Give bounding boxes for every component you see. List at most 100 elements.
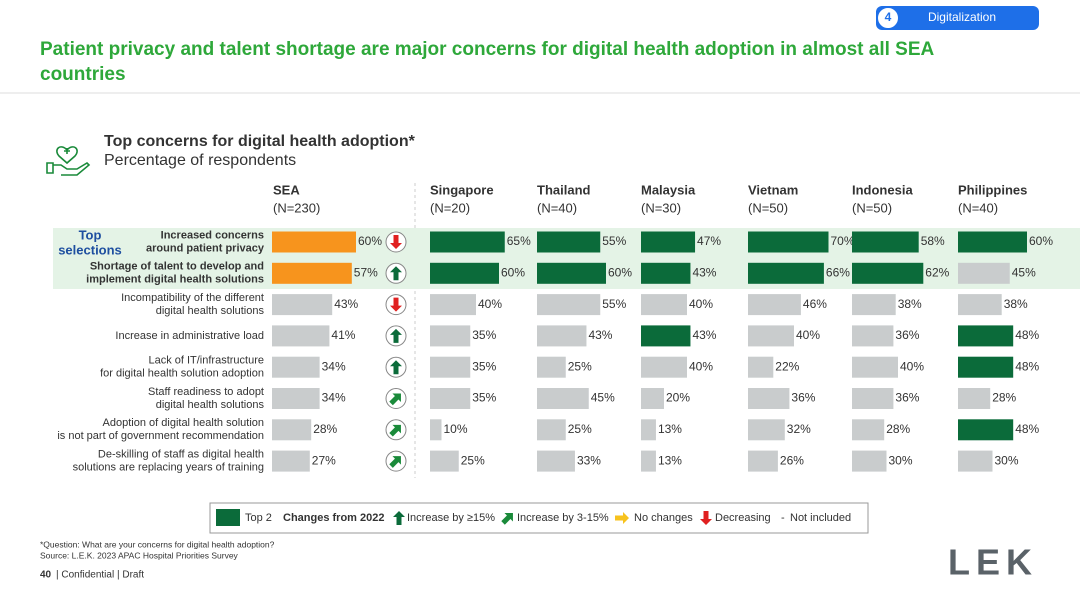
legend-label: Increase by 3-15% xyxy=(517,512,609,524)
arrow xyxy=(501,513,513,525)
change-icon xyxy=(615,512,629,524)
badge-number: 4 xyxy=(885,10,892,24)
title: countries xyxy=(40,64,126,85)
badge xyxy=(876,6,1039,30)
value-label: 35% xyxy=(472,359,496,373)
bar xyxy=(958,356,1014,378)
bar xyxy=(852,231,919,253)
bar xyxy=(272,325,330,347)
value-label: 41% xyxy=(331,328,355,342)
value-label: 48% xyxy=(1015,359,1039,373)
bar xyxy=(958,294,1002,316)
bar xyxy=(641,388,664,409)
change-icon xyxy=(385,262,407,284)
column-n: (N=20) xyxy=(430,200,470,215)
value-label: 36% xyxy=(895,328,919,342)
bar xyxy=(641,231,696,253)
value-label: 70% xyxy=(831,234,855,248)
legend-label: Not included xyxy=(790,512,851,524)
value-label: 25% xyxy=(461,453,485,467)
value-label: 20% xyxy=(666,391,690,405)
value-label: 43% xyxy=(692,265,716,279)
legend-swatch xyxy=(216,509,240,526)
bar xyxy=(537,388,589,409)
category-label: digital health solutions xyxy=(156,305,265,317)
bar xyxy=(748,388,790,409)
value-label: 35% xyxy=(472,328,496,342)
bar xyxy=(641,325,691,347)
bar xyxy=(641,294,687,316)
category-label: Staff readiness to adopt xyxy=(148,386,264,398)
column-name: Malaysia xyxy=(641,182,696,197)
value-label: 36% xyxy=(895,391,919,405)
value-label: 48% xyxy=(1015,328,1039,342)
legend-label: No changes xyxy=(634,512,693,524)
bar xyxy=(958,231,1027,253)
confidential: | Confidential | Draft xyxy=(56,570,144,581)
badge-label: Digitalization xyxy=(928,10,996,24)
change-icon xyxy=(385,294,407,316)
arrow xyxy=(390,266,402,281)
change-icon xyxy=(385,231,407,253)
value-label: 60% xyxy=(501,265,525,279)
change-icon xyxy=(385,356,407,378)
category-label: solutions are replacing years of trainin… xyxy=(73,462,264,474)
category-label: implement digital health solutions xyxy=(86,274,264,286)
change-icon xyxy=(385,388,407,409)
arrow xyxy=(390,360,402,375)
note: *Question: What are your concerns for di… xyxy=(40,539,275,549)
value-label: 48% xyxy=(1015,422,1039,436)
arrow xyxy=(390,297,402,312)
bar xyxy=(958,450,993,472)
bar xyxy=(958,388,991,409)
value-label: 40% xyxy=(900,359,924,373)
logo: LEK xyxy=(948,542,1038,583)
column-n: (N=40) xyxy=(537,200,577,215)
column-name: Thailand xyxy=(537,182,591,197)
value-label: 35% xyxy=(472,391,496,405)
bar xyxy=(537,450,575,472)
value-label: 60% xyxy=(608,265,632,279)
value-label: 34% xyxy=(322,359,346,373)
bar xyxy=(272,450,310,472)
icon xyxy=(46,146,91,176)
bar xyxy=(272,262,352,284)
arrow xyxy=(389,456,401,468)
column-name: Vietnam xyxy=(748,182,798,197)
category-label: De-skilling of staff as digital health xyxy=(98,449,264,461)
bar xyxy=(272,388,320,409)
bar xyxy=(537,294,601,316)
badge-circle xyxy=(876,6,900,30)
value-label: 55% xyxy=(602,297,626,311)
change-icon xyxy=(385,450,407,472)
value-label: 65% xyxy=(507,234,531,248)
value-label: 55% xyxy=(602,234,626,248)
value-label: 27% xyxy=(312,453,336,467)
column-n: (N=230) xyxy=(273,200,320,215)
value-label: 34% xyxy=(322,391,346,405)
bar xyxy=(537,262,606,284)
page-number: 40 xyxy=(40,570,52,581)
bar xyxy=(748,294,801,316)
value-label: 60% xyxy=(358,234,382,248)
value-label: 30% xyxy=(889,453,913,467)
value-label: 43% xyxy=(692,328,716,342)
bar xyxy=(748,231,829,253)
bar xyxy=(852,356,898,378)
bar xyxy=(537,356,566,378)
bar xyxy=(748,450,778,472)
source: Source: L.E.K. 2023 APAC Hospital Priori… xyxy=(40,550,239,560)
title: Patient privacy and talent shortage are … xyxy=(40,39,935,60)
column-n: (N=30) xyxy=(641,200,681,215)
column-n: (N=50) xyxy=(748,200,788,215)
bar xyxy=(958,325,1014,347)
value-label: 25% xyxy=(568,359,592,373)
bar xyxy=(641,450,656,472)
category-label: Adoption of digital health solution xyxy=(103,417,264,429)
arrow xyxy=(389,393,401,406)
value-label: 60% xyxy=(1029,234,1053,248)
legend-box xyxy=(209,502,869,534)
column-name: SEA xyxy=(273,182,300,197)
column-name: Philippines xyxy=(958,182,1027,197)
